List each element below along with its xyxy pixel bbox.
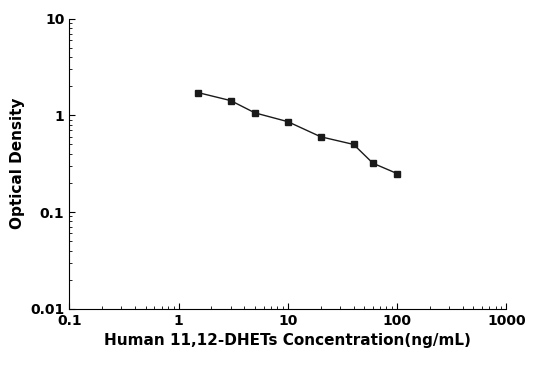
Y-axis label: Optical Density: Optical Density bbox=[10, 98, 25, 230]
X-axis label: Human 11,12-DHETs Concentration(ng/mL): Human 11,12-DHETs Concentration(ng/mL) bbox=[104, 333, 471, 348]
